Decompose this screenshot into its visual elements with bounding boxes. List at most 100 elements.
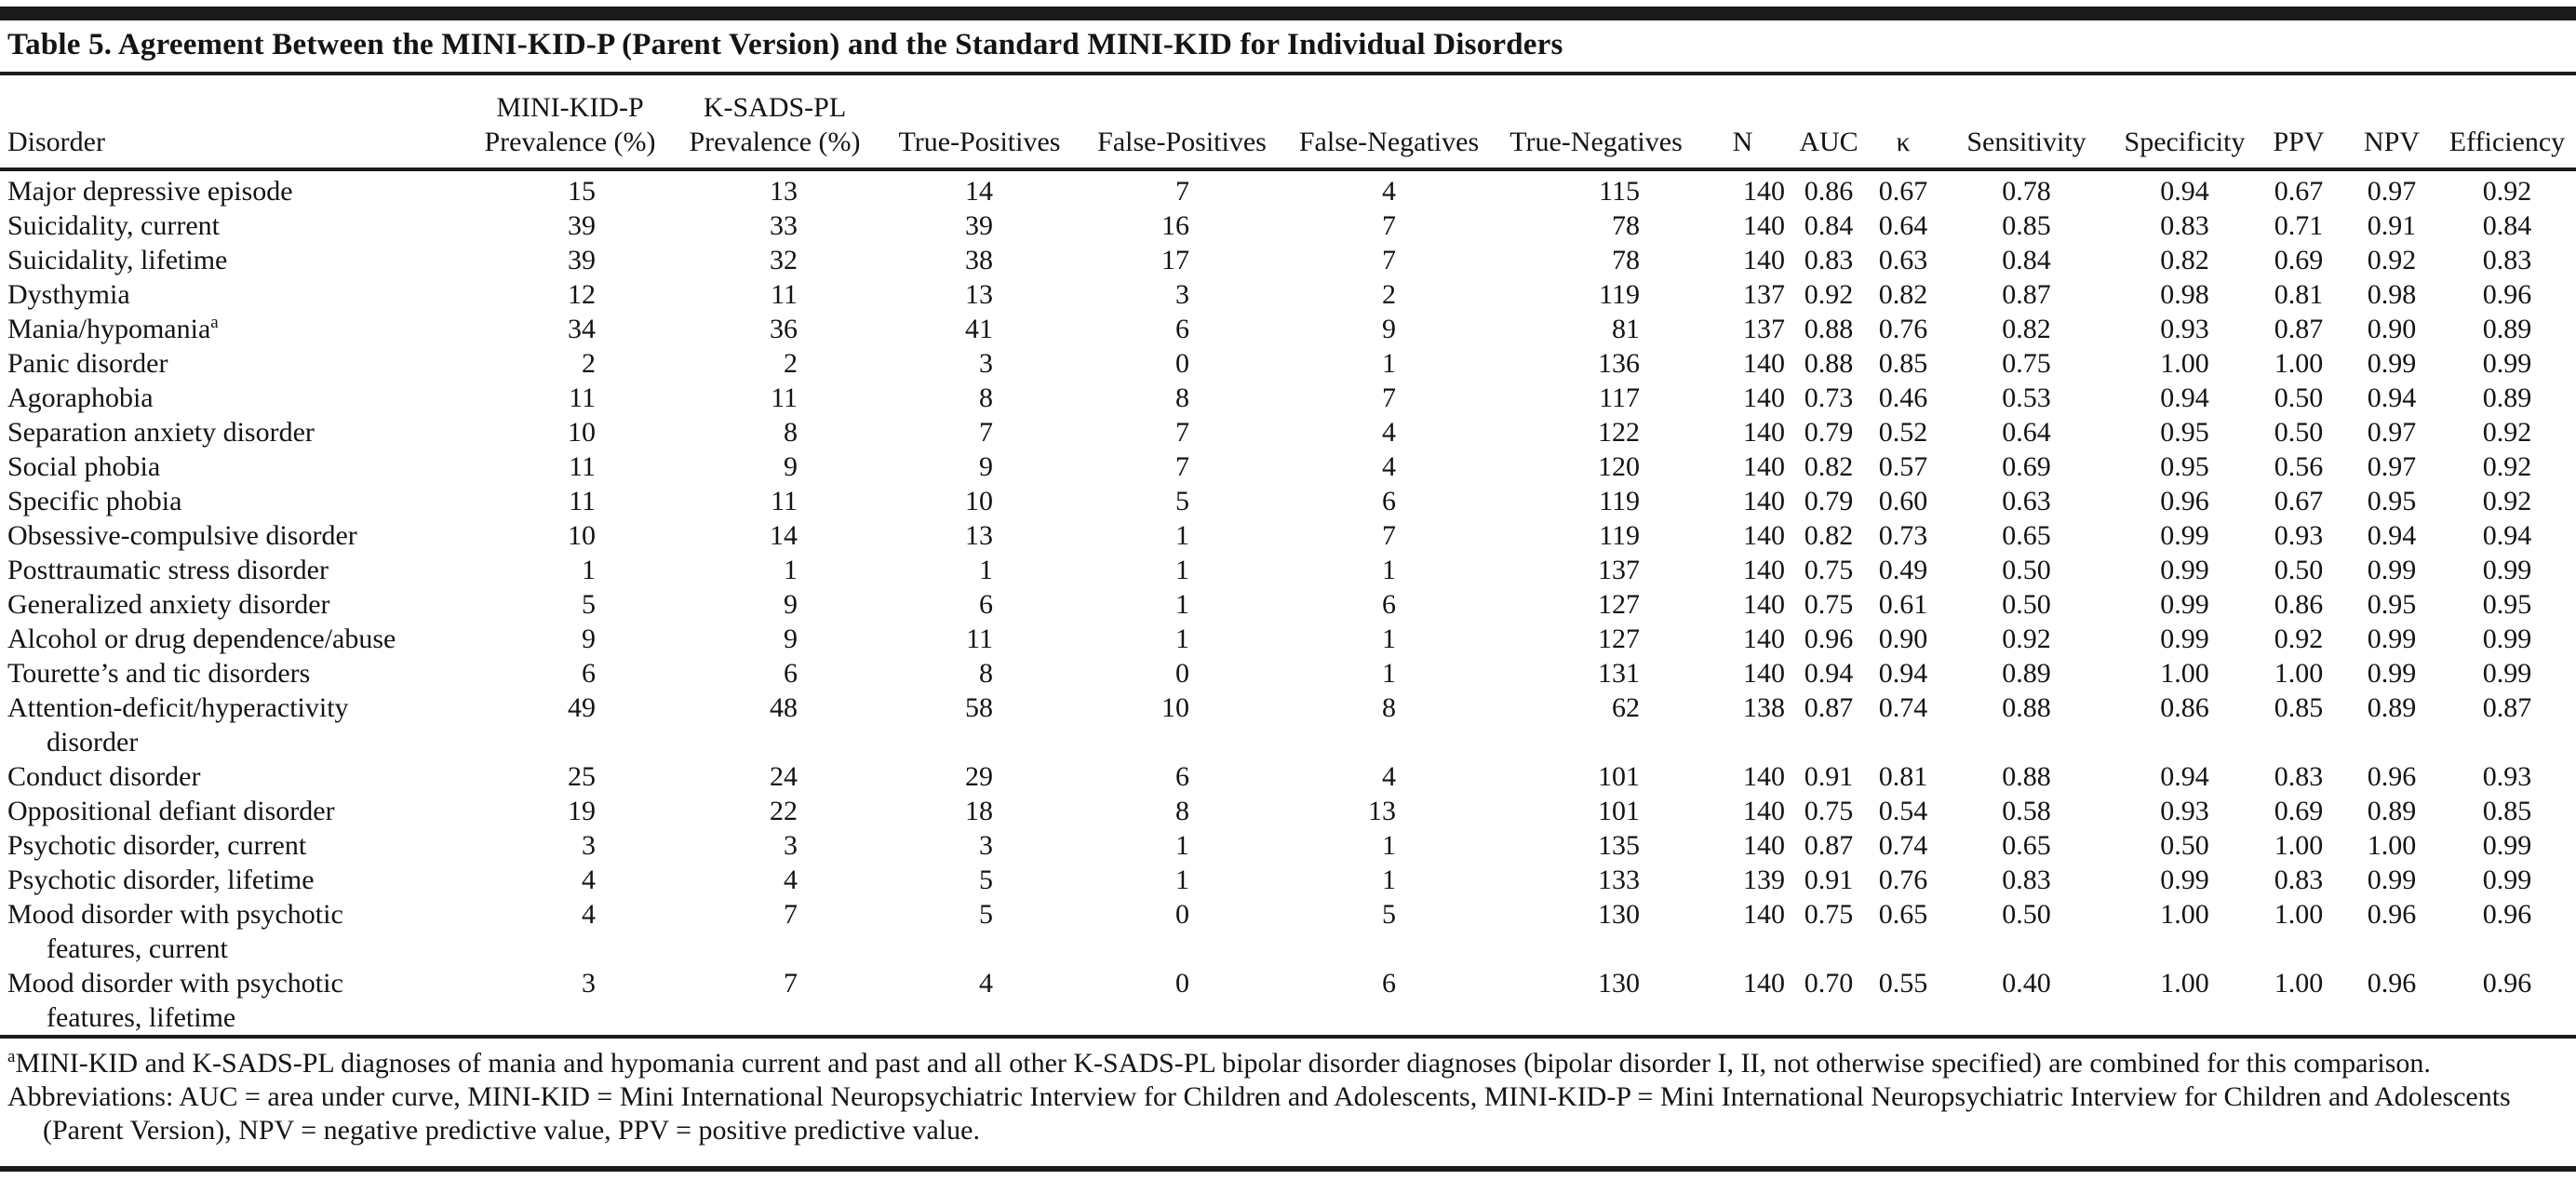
cell-ppv: 0.67 xyxy=(2274,176,2324,207)
cell-efficiency: 0.83 xyxy=(2482,245,2532,275)
cell-sensitivity: 0.50 xyxy=(2002,899,2051,930)
cell-n: 140 xyxy=(1743,210,1785,241)
cell-ksadspl-prevalence: 4 xyxy=(784,865,798,895)
cell-ppv: 0.50 xyxy=(2274,417,2324,448)
cell-false-negatives: 4 xyxy=(1382,761,1396,792)
cell-ppv: 0.86 xyxy=(2274,589,2324,620)
disorder-name-line1: Conduct disorder xyxy=(7,761,201,792)
cell-kappa: 0.61 xyxy=(1878,589,1928,620)
table-row: Dysthymia 12 11 13 3 2 119 137 0.92 0.82 0.87 0.98 0… xyxy=(0,277,2576,312)
cell-false-negatives: 4 xyxy=(1382,451,1396,482)
cell-auc: 0.96 xyxy=(1804,624,1854,654)
disorder-name: Oppositional defiant disorder xyxy=(0,794,470,828)
table-row: Tourette’s and tic disorders 6 6 8 0 1 131 140 0… xyxy=(0,656,2576,691)
cell-kappa: 0.74 xyxy=(1878,692,1928,723)
table-row: Separation anxiety disorder 10 8 7 7 4 122 140 0… xyxy=(0,415,2576,449)
cell-true-positives: 38 xyxy=(965,245,993,275)
disorder-name: Generalized anxiety disorder xyxy=(0,587,470,622)
cell-ppv: 0.69 xyxy=(2274,796,2324,826)
cell-false-negatives: 2 xyxy=(1382,279,1396,310)
col-header-label: κ xyxy=(1896,127,1911,157)
cell-ksadspl-prevalence: 22 xyxy=(770,796,798,826)
table-row: Mania/hypomaniaa 34 36 41 6 9 81 137 0.88 0.76 0.8… xyxy=(0,312,2576,346)
cell-ppv: 0.87 xyxy=(2274,314,2324,344)
col-header-n: N xyxy=(1698,75,1787,169)
cell-auc: 0.70 xyxy=(1804,968,1854,999)
cell-n: 140 xyxy=(1743,348,1785,379)
cell-kappa: 0.52 xyxy=(1878,417,1928,448)
cell-true-positives: 39 xyxy=(965,210,993,241)
cell-ppv: 0.83 xyxy=(2274,865,2324,895)
cell-npv: 0.99 xyxy=(2367,348,2417,379)
cell-kappa: 0.81 xyxy=(1878,761,1928,792)
cell-ppv: 1.00 xyxy=(2274,348,2324,379)
cell-ppv: 1.00 xyxy=(2274,830,2324,861)
table-row: Mood disorder with psychotic features, li… xyxy=(0,966,2576,1035)
cell-sensitivity: 0.50 xyxy=(2002,555,2051,585)
cell-ksadspl-prevalence: 24 xyxy=(770,761,798,792)
cell-kappa: 0.63 xyxy=(1878,245,1928,275)
cell-sensitivity: 0.89 xyxy=(2002,658,2051,689)
cell-efficiency: 0.96 xyxy=(2482,899,2532,930)
col-header-disorder: Disorder xyxy=(0,75,470,169)
cell-auc: 0.84 xyxy=(1804,210,1854,241)
cell-minikidp-prevalence: 12 xyxy=(568,279,596,310)
cell-minikidp-prevalence: 49 xyxy=(568,692,596,723)
col-header-label: Prevalence (%) xyxy=(484,127,656,157)
cell-npv: 0.95 xyxy=(2367,589,2417,620)
col-header-label: Efficiency xyxy=(2449,127,2566,157)
cell-true-positives: 10 xyxy=(965,486,993,516)
cell-npv: 0.89 xyxy=(2367,692,2417,723)
cell-true-positives: 41 xyxy=(965,314,993,344)
cell-n: 137 xyxy=(1743,279,1785,310)
table-row: Major depressive episode 15 13 14 7 4 115 140 0.… xyxy=(0,169,2576,208)
cell-minikidp-prevalence: 11 xyxy=(569,451,596,482)
cell-kappa: 0.60 xyxy=(1878,486,1928,516)
cell-npv: 0.96 xyxy=(2367,761,2417,792)
col-header-true-negatives: True-Negatives xyxy=(1494,75,1698,169)
footnote: aMINI-KID and K-SADS-PL diagnoses of man… xyxy=(7,1047,2431,1079)
cell-n: 140 xyxy=(1743,796,1785,826)
cell-n: 140 xyxy=(1743,486,1785,516)
cell-false-positives: 1 xyxy=(1175,520,1189,551)
col-header-line1: MINI-KID-P xyxy=(496,92,644,123)
cell-sensitivity: 0.85 xyxy=(2002,210,2051,241)
cell-false-negatives: 9 xyxy=(1382,314,1396,344)
cell-minikidp-prevalence: 10 xyxy=(568,520,596,551)
disorder-name-line1: Attention-deficit/hyperactivity xyxy=(7,692,349,723)
cell-n: 140 xyxy=(1743,417,1785,448)
cell-ksadspl-prevalence: 32 xyxy=(770,245,798,275)
cell-n: 140 xyxy=(1743,245,1785,275)
cell-true-negatives: 135 xyxy=(1598,830,1640,861)
cell-false-positives: 1 xyxy=(1175,830,1189,861)
disorder-name-line1: Social phobia xyxy=(7,451,161,482)
cell-false-positives: 3 xyxy=(1175,279,1189,310)
cell-true-positives: 18 xyxy=(965,796,993,826)
footnotes-section: aMINI-KID and K-SADS-PL diagnoses of man… xyxy=(0,1039,2576,1155)
top-rule-bar xyxy=(0,7,2576,20)
cell-false-positives: 1 xyxy=(1175,865,1189,895)
cell-false-positives: 16 xyxy=(1161,210,1189,241)
disorder-name: Alcohol or drug dependence/abuse xyxy=(0,622,470,656)
cell-npv: 0.90 xyxy=(2367,314,2417,344)
table-row: Conduct disorder 25 24 29 6 4 101 140 0.91 0.81 0.… xyxy=(0,759,2576,794)
cell-efficiency: 0.96 xyxy=(2482,968,2532,999)
cell-specificity: 0.93 xyxy=(2160,796,2209,826)
body-footnote-divider xyxy=(0,1035,2576,1039)
cell-minikidp-prevalence: 6 xyxy=(582,658,596,689)
cell-false-positives: 1 xyxy=(1175,555,1189,585)
cell-true-negatives: 115 xyxy=(1599,176,1640,207)
disorder-name-line1: Suicidality, lifetime xyxy=(7,245,228,275)
disorder-name-line1: Generalized anxiety disorder xyxy=(7,589,330,620)
cell-auc: 0.75 xyxy=(1804,796,1854,826)
cell-ksadspl-prevalence: 13 xyxy=(770,176,798,207)
cell-sensitivity: 0.75 xyxy=(2002,348,2051,379)
cell-true-positives: 11 xyxy=(966,624,993,654)
cell-auc: 0.87 xyxy=(1804,830,1854,861)
cell-false-positives: 0 xyxy=(1175,968,1189,999)
cell-true-negatives: 122 xyxy=(1598,417,1640,448)
cell-false-positives: 5 xyxy=(1175,486,1189,516)
cell-true-negatives: 78 xyxy=(1612,245,1640,275)
cell-sensitivity: 0.69 xyxy=(2002,451,2051,482)
disorder-name: Panic disorder xyxy=(0,346,470,381)
